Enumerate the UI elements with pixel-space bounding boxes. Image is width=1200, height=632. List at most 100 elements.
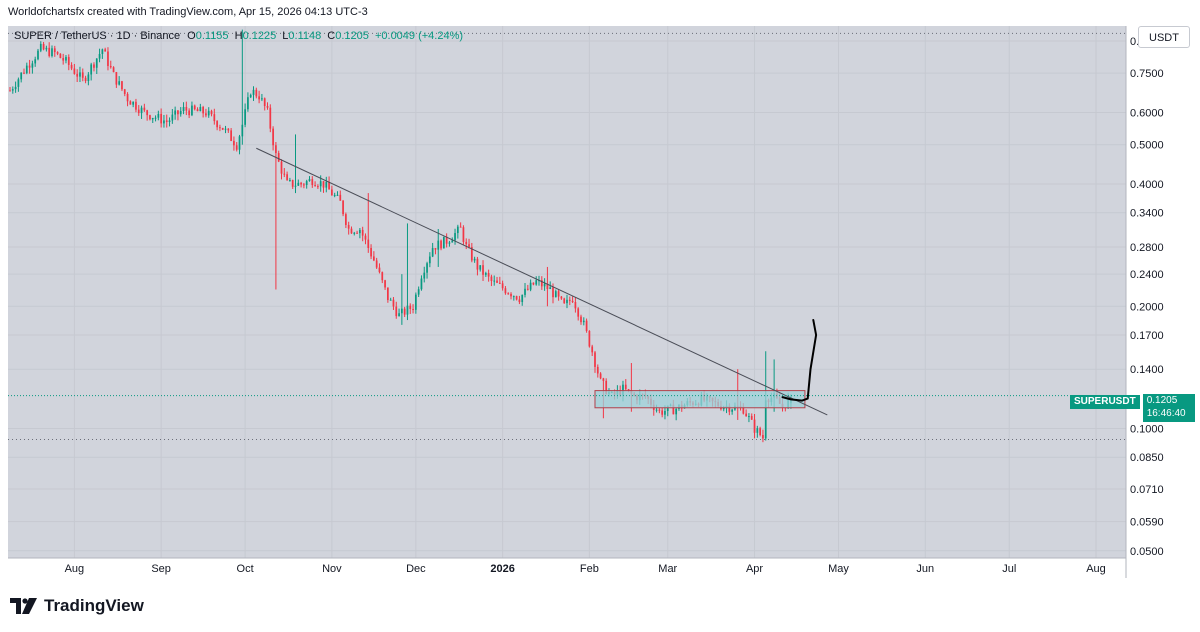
currency-button[interactable]: USDT: [1138, 26, 1190, 48]
candle-body: [213, 114, 216, 122]
candle-body: [56, 52, 59, 54]
candle-body: [51, 48, 53, 57]
candle-body: [470, 247, 473, 261]
candle-body: [666, 405, 669, 411]
candle-body: [70, 64, 73, 69]
candle-body: [442, 236, 445, 249]
candle-body: [87, 74, 90, 82]
price-tag-symbol: SUPERUSDT: [1070, 395, 1140, 409]
legend-open: 0.1155: [195, 30, 229, 42]
candle-body: [277, 153, 280, 162]
candle-body: [373, 256, 375, 261]
candle-body: [658, 409, 661, 411]
candle-body: [291, 179, 294, 187]
candle-body: [168, 120, 171, 123]
candle-body: [101, 49, 104, 54]
candle-body: [398, 313, 400, 317]
time-axis: [8, 558, 1126, 578]
y-tick-label: 0.6000: [1130, 108, 1164, 120]
candle-body: [386, 287, 389, 300]
y-tick-label: 0.0850: [1130, 452, 1164, 464]
x-tick-label: Feb: [580, 563, 599, 575]
candle-body: [154, 117, 157, 119]
tradingview-logo[interactable]: TradingView: [10, 596, 144, 616]
candle-body: [305, 181, 308, 185]
candle-body: [269, 107, 272, 129]
candle-body: [62, 58, 65, 61]
candle-body: [322, 181, 325, 188]
candle-body: [356, 232, 358, 234]
candle-body: [756, 428, 759, 433]
candle-body: [104, 49, 107, 52]
candle-body: [185, 106, 188, 111]
candle-body: [655, 409, 658, 411]
candle-body: [137, 109, 140, 114]
candle-body: [188, 110, 191, 116]
legend-open-label: O: [187, 30, 196, 42]
candle-body: [507, 293, 510, 295]
candle-body: [420, 278, 423, 290]
candle-body: [59, 53, 62, 59]
candle-body: [574, 302, 577, 309]
candle-body: [557, 291, 560, 297]
candle-body: [496, 280, 498, 283]
candle-body: [146, 110, 149, 116]
candle-body: [605, 380, 608, 394]
candle-body: [487, 273, 490, 277]
candle-body: [255, 89, 258, 97]
candle-body: [53, 48, 56, 53]
candle-body: [286, 174, 288, 181]
candle-body: [252, 89, 255, 95]
candle-body: [532, 282, 535, 285]
candle-body: [462, 227, 465, 242]
candle-body: [95, 58, 98, 68]
candle-body: [263, 98, 266, 107]
y-tick-label: 0.2400: [1130, 269, 1164, 281]
y-tick-label: 0.1000: [1130, 424, 1164, 436]
candle-body: [549, 287, 552, 290]
candle-body: [512, 296, 515, 298]
candle-body: [395, 306, 398, 317]
candle-body: [34, 59, 37, 64]
legend-low-label: L: [282, 30, 289, 42]
candle-body: [347, 224, 350, 229]
candle-body: [336, 194, 339, 196]
chart-frame[interactable]: 0.90000.75000.60000.50000.40000.34000.28…: [8, 26, 1190, 578]
candle-body: [84, 77, 87, 82]
candle-body: [378, 267, 381, 273]
candle-body: [272, 128, 274, 146]
price-tag-box: 0.1205 16:46:40: [1142, 394, 1195, 422]
candle-body: [165, 120, 168, 123]
candle-body: [311, 179, 314, 186]
x-tick-label: Jul: [1002, 563, 1016, 575]
candle-body: [381, 272, 384, 281]
candle-body: [554, 291, 557, 298]
legend-close: 0.1205: [335, 30, 369, 42]
attribution-text: Worldofchartsfx created with TradingView…: [8, 6, 368, 18]
candle-body: [423, 272, 426, 279]
price-chart[interactable]: 0.90000.75000.60000.50000.40000.34000.28…: [8, 26, 1190, 578]
candle-body: [602, 378, 605, 381]
candle-body: [129, 101, 132, 105]
y-tick-label: 0.0710: [1130, 484, 1164, 496]
candle-body: [143, 107, 146, 111]
candle-body: [328, 181, 330, 190]
x-tick-label: Apr: [746, 563, 763, 575]
candle-body: [67, 57, 70, 65]
candle-body: [48, 47, 51, 57]
x-tick-label: Sep: [151, 563, 171, 575]
candle-body: [275, 145, 277, 154]
price-tag-price: 0.1205: [1146, 395, 1178, 406]
candle-body: [93, 64, 95, 68]
y-tick-label: 0.2800: [1130, 242, 1164, 254]
candle-body: [473, 258, 476, 261]
legend-high: 0.1225: [242, 30, 277, 42]
candle-body: [319, 181, 322, 187]
candle-body: [115, 72, 118, 85]
y-tick-label: 0.7500: [1130, 68, 1164, 80]
candle-body: [577, 308, 580, 317]
candle-body: [392, 299, 395, 307]
candle-body: [196, 109, 199, 112]
candle-body: [45, 47, 48, 50]
candle-body: [345, 214, 347, 225]
